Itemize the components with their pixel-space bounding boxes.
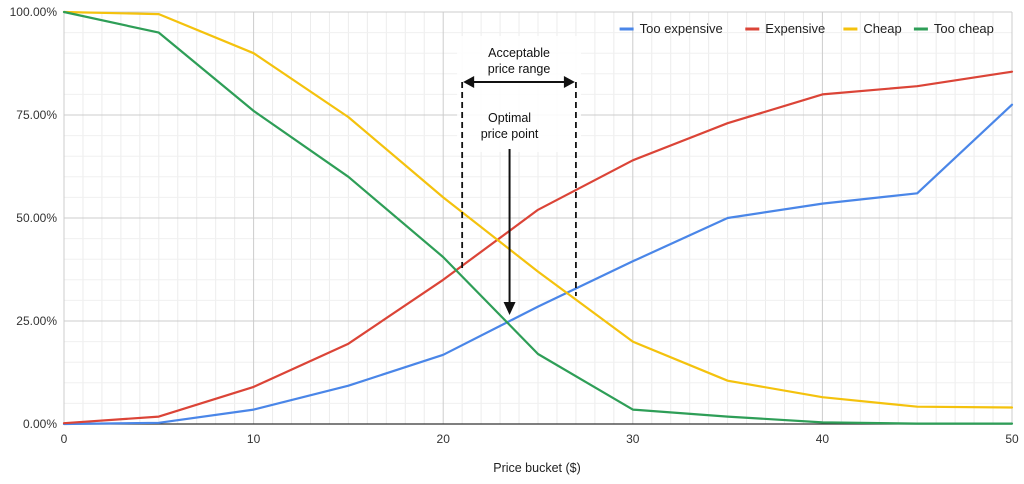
- annotations: Acceptable price range Optimal price point: [457, 36, 582, 315]
- y-tick-label: 0.00%: [23, 417, 57, 431]
- grid-lines: [63, 11, 1013, 425]
- acceptable-range-label: Acceptable: [488, 46, 550, 60]
- y-tick-label: 50.00%: [16, 211, 57, 225]
- y-tick-label: 25.00%: [16, 314, 57, 328]
- x-tick-label: 50: [1005, 432, 1019, 446]
- legend: Too cheap Cheap Expensive Too expensive: [619, 21, 994, 36]
- x-tick-label: 20: [437, 432, 451, 446]
- x-tick-label: 30: [626, 432, 640, 446]
- legend-label: Too expensive: [640, 21, 723, 36]
- range-arrow-head-left: [463, 76, 475, 88]
- annotation-backdrop: [457, 36, 582, 152]
- legend-label: Cheap: [863, 21, 901, 36]
- x-tick-label: 0: [61, 432, 68, 446]
- axes: 0 10 20 30 40 50 0.00% 25.00% 50.00% 75.00% 100.00…: [10, 5, 1019, 446]
- y-tick-label: 75.00%: [16, 108, 57, 122]
- optimal-point-label: price point: [481, 127, 539, 141]
- optimal-point-label: Optimal: [488, 111, 531, 125]
- legend-label: Expensive: [765, 21, 825, 36]
- series-line-too-cheap: [62, 10, 1014, 425]
- y-tick-label: 100.00%: [10, 5, 58, 19]
- legend-label: Too cheap: [934, 21, 994, 36]
- x-axis-title: Price bucket ($): [493, 461, 581, 475]
- series-line-too-expensive: [62, 103, 1014, 426]
- x-tick-label: 40: [816, 432, 830, 446]
- series-line-cheap: [62, 10, 1014, 409]
- range-arrow-head-right: [563, 76, 575, 88]
- series-line-expensive: [62, 70, 1014, 425]
- optimal-arrow-head: [503, 302, 516, 315]
- acceptable-range-label: price range: [488, 62, 551, 76]
- series-lines: [62, 10, 1014, 426]
- x-tick-label: 10: [247, 432, 261, 446]
